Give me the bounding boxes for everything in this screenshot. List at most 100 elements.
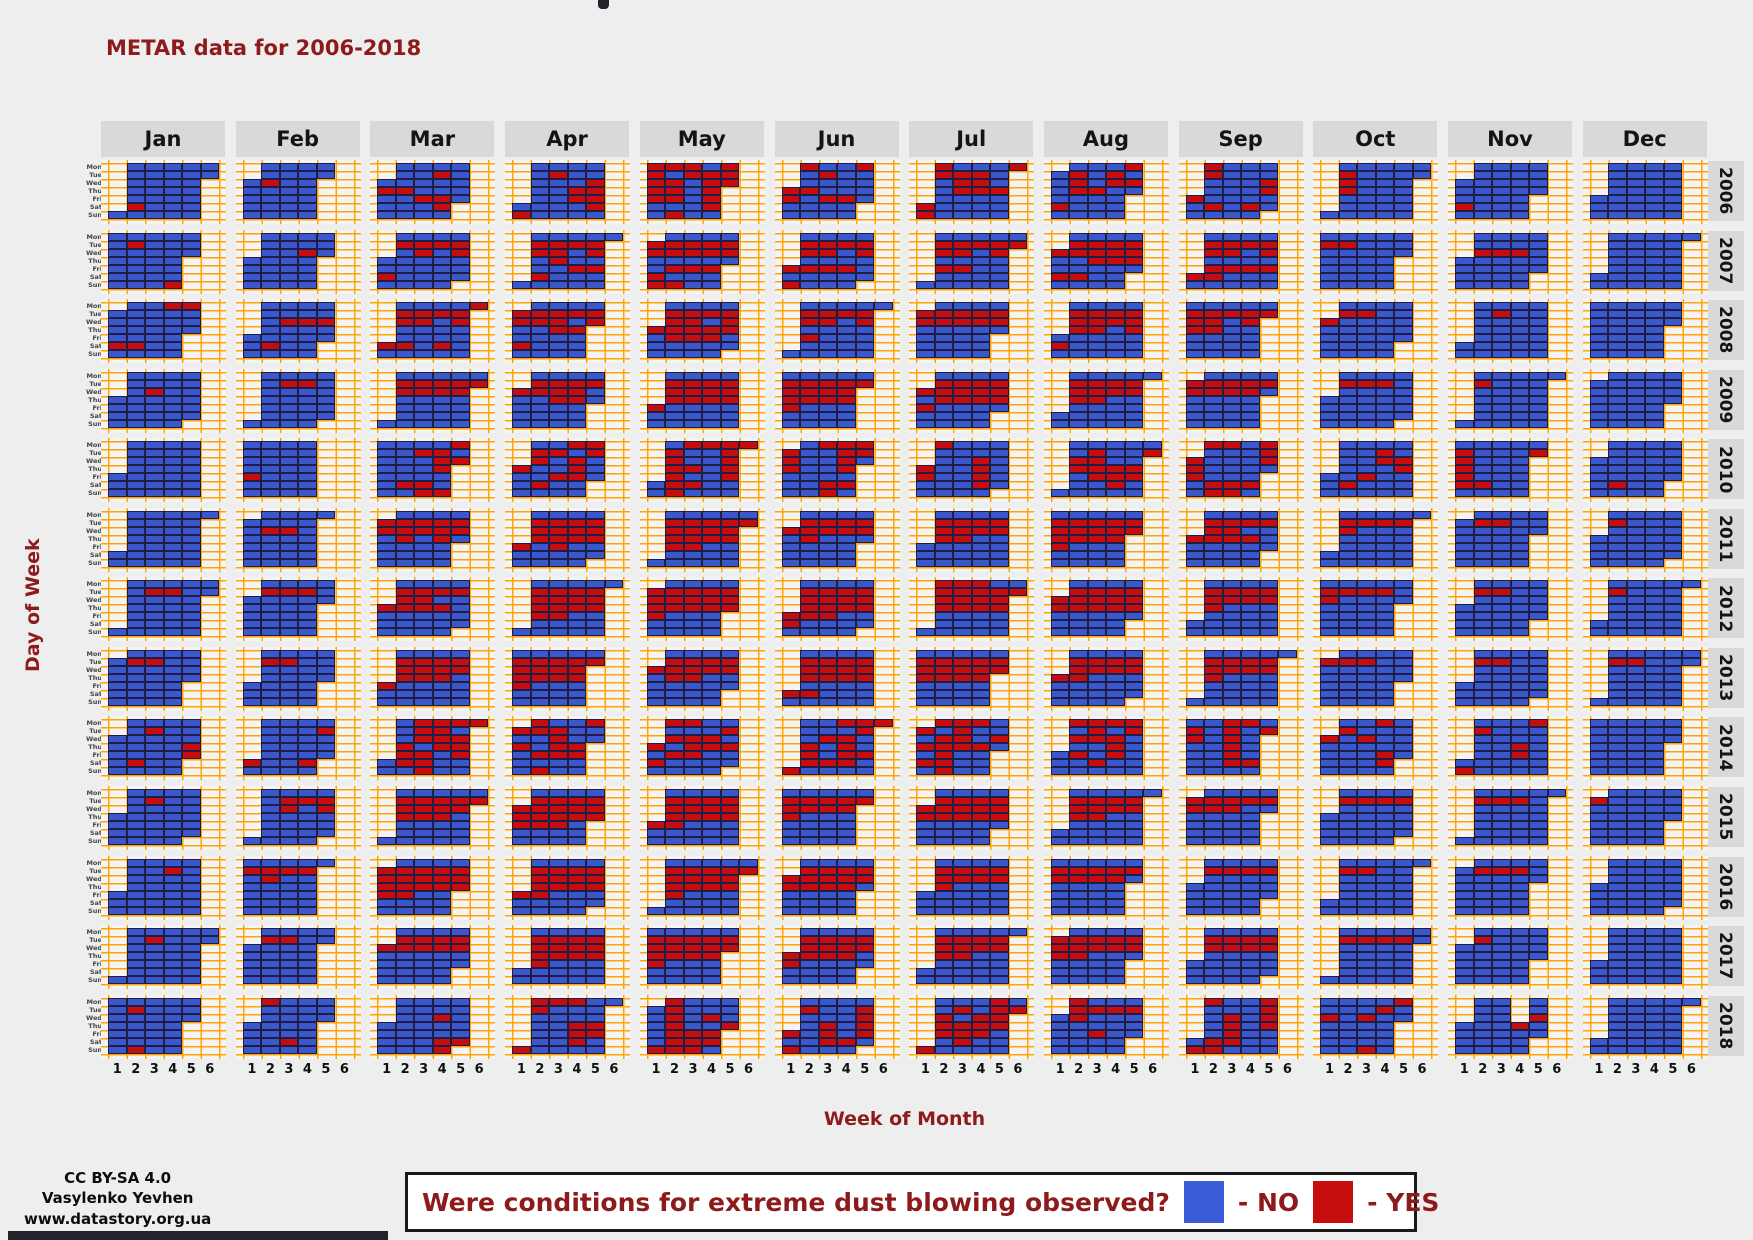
date-tile xyxy=(567,882,587,891)
date-tile xyxy=(1124,596,1144,605)
date-tile xyxy=(1222,968,1242,977)
date-tile xyxy=(953,689,972,698)
date-tile xyxy=(1375,960,1395,969)
date-tile xyxy=(1529,379,1548,388)
date-tile xyxy=(586,882,605,891)
date-tile xyxy=(1589,882,1609,891)
date-tile xyxy=(1185,898,1205,907)
date-tile xyxy=(377,1029,396,1038)
date-tile xyxy=(1455,272,1474,281)
date-tile xyxy=(800,1021,819,1030)
date-tile xyxy=(182,928,201,937)
date-tile xyxy=(646,248,666,257)
date-tile xyxy=(1069,898,1088,907)
date-tile xyxy=(163,588,182,597)
date-tile xyxy=(1375,387,1395,396)
date-tile xyxy=(182,858,201,867)
date-tile xyxy=(837,163,856,171)
date-tile xyxy=(646,203,666,211)
date-tile xyxy=(934,171,954,179)
date-tile xyxy=(1050,936,1070,945)
date-tile xyxy=(279,473,299,482)
date-tile xyxy=(916,550,935,559)
date-tile xyxy=(182,379,201,388)
date-tile xyxy=(1320,481,1339,490)
date-tile xyxy=(432,620,452,629)
date-tile xyxy=(1357,419,1376,428)
date-tile xyxy=(261,743,280,752)
date-tile xyxy=(1510,767,1529,776)
date-tile xyxy=(1222,371,1242,380)
date-tile xyxy=(1069,735,1088,744)
date-tile xyxy=(530,187,550,195)
day-label-2013-fri: Fri xyxy=(92,681,102,690)
date-tile xyxy=(665,952,684,961)
date-tile xyxy=(781,612,800,621)
date-tile xyxy=(855,866,874,875)
date-tile xyxy=(145,588,164,597)
date-tile xyxy=(182,968,201,977)
date-tile xyxy=(1106,657,1125,666)
date-tile xyxy=(953,604,972,613)
date-tile xyxy=(549,542,568,551)
date-tile xyxy=(1008,588,1028,597)
date-tile xyxy=(126,628,145,637)
date-tile xyxy=(567,820,587,829)
date-tile xyxy=(1626,804,1646,813)
date-tile xyxy=(586,195,605,203)
date-tile xyxy=(261,171,280,179)
date-tile xyxy=(1124,866,1144,875)
month-panel-2014-aug xyxy=(1050,719,1162,776)
date-tile xyxy=(1106,788,1125,797)
date-tile xyxy=(1492,187,1511,195)
date-tile xyxy=(163,657,182,666)
date-tile xyxy=(395,395,415,404)
date-tile xyxy=(1473,350,1492,359)
date-tile xyxy=(1338,697,1358,706)
date-tile xyxy=(665,751,684,760)
month-panel-2014-sep xyxy=(1185,719,1297,776)
date-tile xyxy=(567,588,587,597)
date-tile xyxy=(414,890,433,899)
date-tile xyxy=(971,649,991,658)
date-tile xyxy=(1087,882,1107,891)
date-tile xyxy=(934,735,954,744)
date-tile xyxy=(916,334,935,343)
date-tile xyxy=(934,248,954,257)
date-tile xyxy=(720,673,740,682)
date-tile xyxy=(586,952,605,961)
date-tile xyxy=(683,280,703,289)
date-tile xyxy=(1492,465,1511,474)
month-panel-2014-jul xyxy=(916,719,1027,776)
date-tile xyxy=(1124,264,1144,273)
date-tile xyxy=(586,457,605,466)
date-tile xyxy=(1259,248,1279,257)
date-tile xyxy=(818,944,837,953)
date-tile xyxy=(395,489,415,498)
date-tile xyxy=(1455,612,1474,621)
date-tile xyxy=(126,882,145,891)
date-tile xyxy=(818,719,837,728)
date-tile xyxy=(163,542,182,551)
date-tile xyxy=(1338,952,1358,961)
date-tile xyxy=(971,449,991,458)
date-tile xyxy=(549,936,568,945)
date-tile xyxy=(1069,326,1088,335)
date-tile xyxy=(818,403,837,412)
date-tile xyxy=(934,240,954,249)
date-tile xyxy=(934,371,954,380)
date-tile xyxy=(242,689,262,698)
date-tile xyxy=(1455,195,1474,203)
date-tile xyxy=(1087,411,1107,420)
date-tile xyxy=(1222,976,1242,985)
month-panel-2016-jul xyxy=(916,858,1027,915)
day-label-2015-wed: Wed xyxy=(86,804,102,813)
date-tile xyxy=(665,1029,684,1038)
date-tile xyxy=(1608,588,1627,597)
date-tile xyxy=(1338,788,1358,797)
date-tile xyxy=(818,550,837,559)
date-tile xyxy=(163,1037,182,1046)
date-tile xyxy=(1375,759,1395,768)
date-tile xyxy=(781,1029,800,1038)
date-tile xyxy=(1106,534,1125,543)
